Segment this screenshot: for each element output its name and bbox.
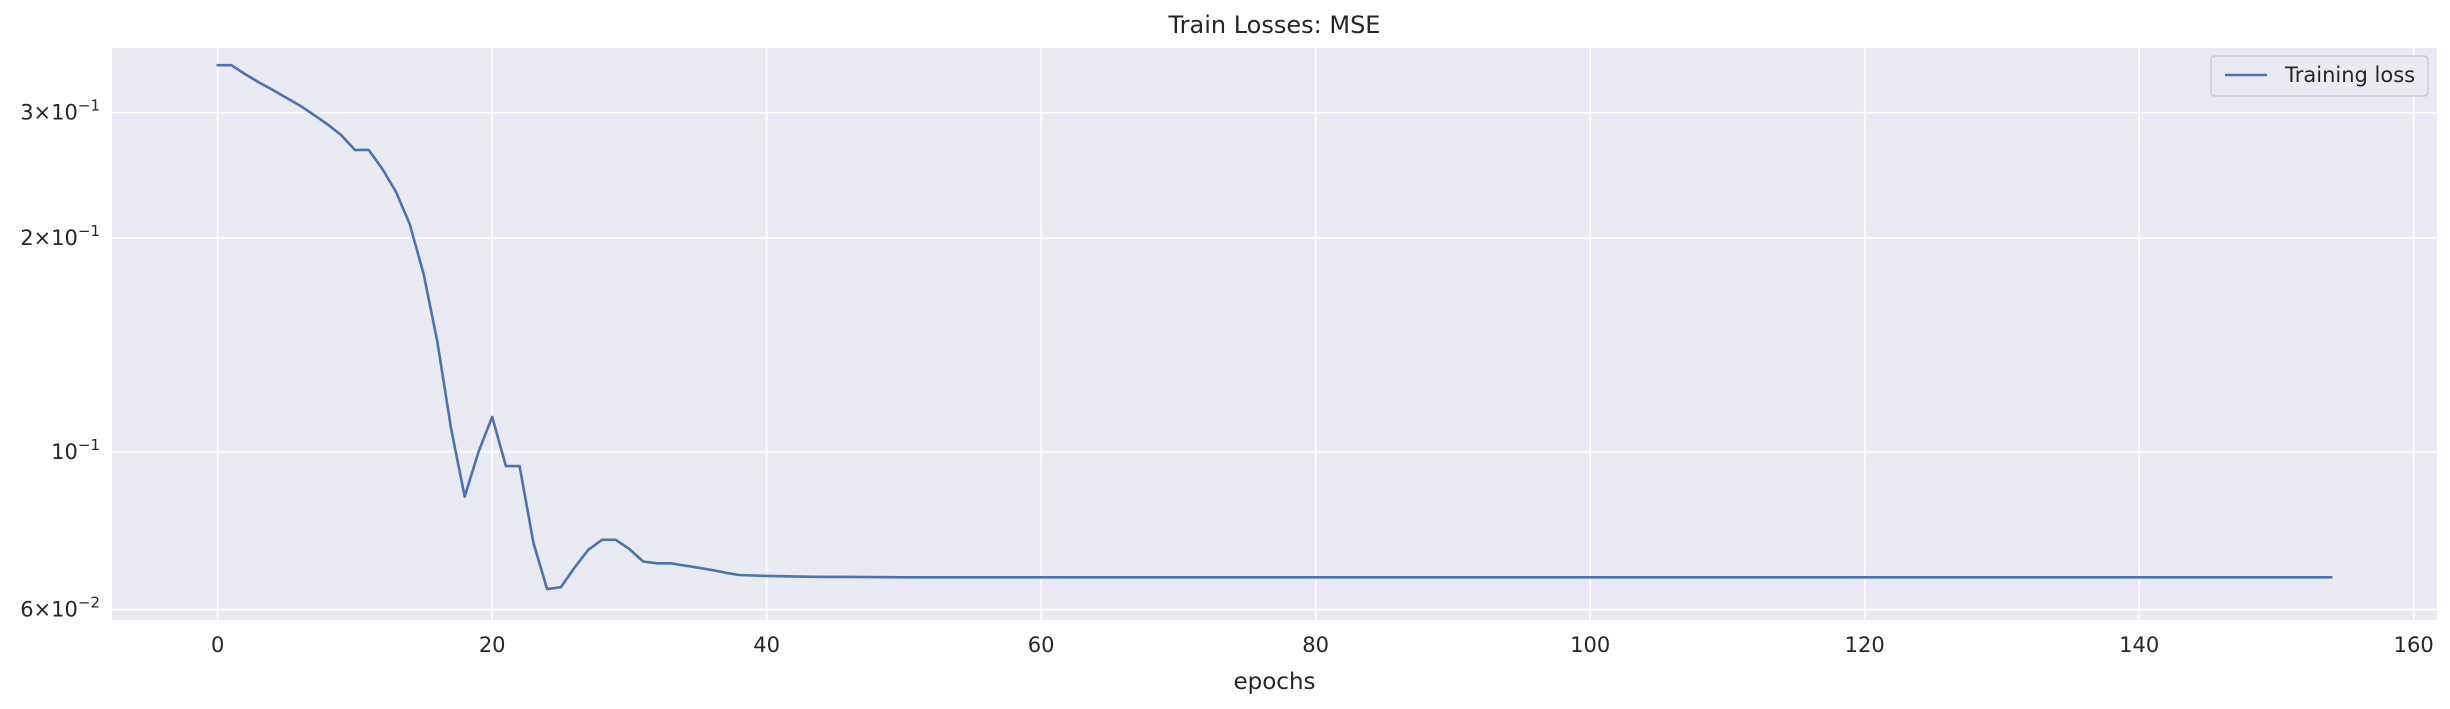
- plot-area: [112, 48, 2437, 620]
- y-axis-ticks: 6×10−2 10−1 2×10−1 3×10−1: [20, 97, 100, 622]
- x-tick-label: 40: [753, 633, 780, 657]
- y-tick-label: 10−1: [51, 436, 100, 464]
- grid: [112, 48, 2437, 620]
- chart-title: Train Losses: MSE: [1168, 11, 1381, 39]
- legend-label-training-loss: Training loss: [2284, 63, 2415, 87]
- x-tick-label: 20: [479, 633, 506, 657]
- x-tick-label: 0: [211, 633, 224, 657]
- series-line-training-loss: [216, 63, 2333, 591]
- x-tick-label: 60: [1028, 633, 1055, 657]
- y-tick-label: 3×10−1: [20, 97, 100, 125]
- x-tick-label: 100: [1570, 633, 1610, 657]
- x-tick-label: 140: [2119, 633, 2159, 657]
- x-axis-label: epochs: [1233, 669, 1315, 695]
- legend-box: [2210, 55, 2429, 97]
- x-tick-label: 160: [2394, 633, 2434, 657]
- x-tick-label: 120: [1845, 633, 1885, 657]
- x-axis-ticks: 0 20 40 60 80 100 120 140 160: [211, 633, 2434, 657]
- y-tick-label: 2×10−1: [20, 222, 100, 250]
- legend: Training loss: [2210, 55, 2429, 97]
- y-tick-label: 6×10−2: [20, 594, 100, 622]
- x-tick-label: 80: [1302, 633, 1329, 657]
- series-layer: [216, 63, 2333, 591]
